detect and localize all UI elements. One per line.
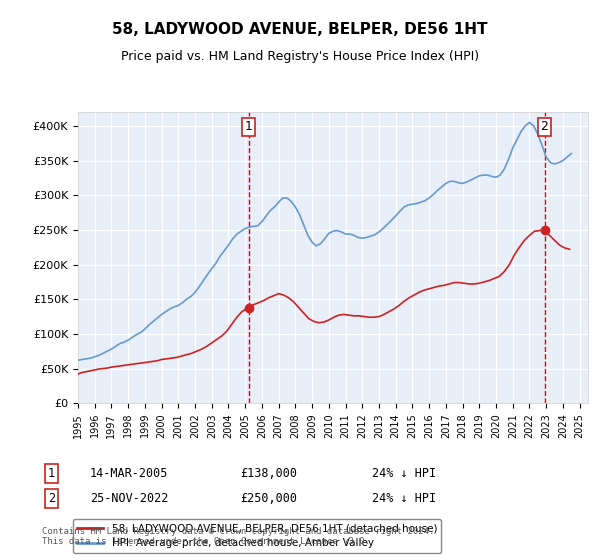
Text: 24% ↓ HPI: 24% ↓ HPI — [372, 492, 436, 505]
Text: Price paid vs. HM Land Registry's House Price Index (HPI): Price paid vs. HM Land Registry's House … — [121, 50, 479, 63]
Text: £250,000: £250,000 — [240, 492, 297, 505]
Text: 58, LADYWOOD AVENUE, BELPER, DE56 1HT: 58, LADYWOOD AVENUE, BELPER, DE56 1HT — [112, 22, 488, 38]
Text: 25-NOV-2022: 25-NOV-2022 — [90, 492, 169, 505]
Text: 2: 2 — [48, 492, 55, 505]
Text: £138,000: £138,000 — [240, 466, 297, 480]
Text: 14-MAR-2005: 14-MAR-2005 — [90, 466, 169, 480]
Text: 1: 1 — [48, 466, 55, 480]
Legend: 58, LADYWOOD AVENUE, BELPER, DE56 1HT (detached house), HPI: Average price, deta: 58, LADYWOOD AVENUE, BELPER, DE56 1HT (d… — [73, 519, 441, 553]
Text: Contains HM Land Registry data © Crown copyright and database right 2024.
This d: Contains HM Land Registry data © Crown c… — [42, 526, 434, 546]
Text: 1: 1 — [245, 120, 253, 133]
Text: 24% ↓ HPI: 24% ↓ HPI — [372, 466, 436, 480]
Text: 2: 2 — [541, 120, 548, 133]
